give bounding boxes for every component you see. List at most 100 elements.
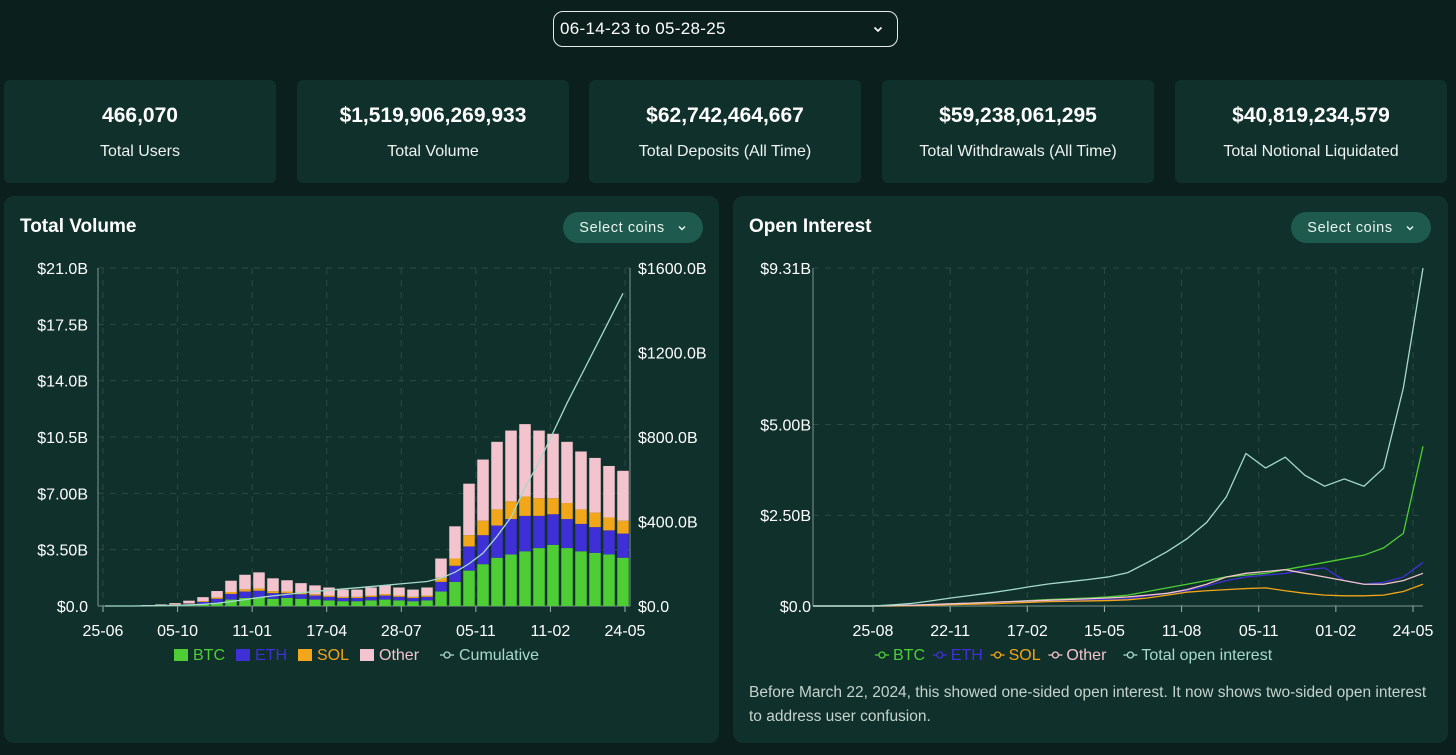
bar-other [547,433,559,499]
bar-eth [589,527,601,553]
bar-btc [379,599,391,606]
x-tick-label: 05-11 [456,623,496,640]
bar-other [449,526,461,559]
date-range-select[interactable]: 06-14-23 to 05-28-25 [553,11,898,47]
bar-eth [295,594,307,599]
bar-sol [407,596,419,598]
y-tick-label: $3.50B [37,543,88,560]
bar-btc [421,600,433,606]
bar-sol [477,520,489,536]
y-tick-label: $17.5B [37,317,88,334]
bar-btc [267,598,279,606]
bar-eth [575,523,587,552]
legend-label: SOL [1009,647,1041,664]
select-coins-label: Select coins [579,219,665,236]
bar-btc [505,554,517,606]
legend-label: BTC [193,647,225,664]
bar-other [505,430,517,502]
bar-sol [379,594,391,596]
stat-value: $1,519,906,269,933 [339,104,527,127]
bar-btc [407,601,419,606]
x-tick-label: 17-02 [1007,623,1048,640]
stat-value: $40,819,234,579 [1232,104,1390,127]
bar-sol [575,509,587,524]
bar-eth [281,593,293,598]
bar-btc [309,599,321,606]
stat-card-total-withdrawals: $59,238,061,295 Total Withdrawals (All T… [882,80,1154,183]
bar-other [337,589,349,597]
bar-other [197,597,209,602]
stat-label: Total Volume [387,143,479,160]
legend-label: Other [1066,647,1107,664]
stat-card-total-users: 466,070 Total Users [4,80,276,183]
bar-btc [589,552,601,606]
x-tick-label: 17-04 [306,623,347,640]
y-tick-label: $0.0 [780,599,811,616]
bar-sol [533,498,545,516]
legend-label: BTC [893,647,925,664]
x-tick-label: 05-10 [157,623,198,640]
oi-select-coins-button[interactable]: Select coins [1291,212,1431,243]
bar-other [225,580,237,592]
stat-value: $59,238,061,295 [939,104,1097,127]
x-tick-label: 28-07 [381,623,422,640]
y-tick-label: $10.5B [37,430,88,447]
x-tick-label: 24-05 [1393,623,1434,640]
bar-other [463,483,475,536]
bar-btc [337,601,349,606]
legend-dot-other [1051,651,1060,659]
bar-sol [365,595,377,597]
y2-tick-label: $1600.0B [638,261,707,278]
y2-tick-label: $400.0B [638,515,698,532]
bar-sol [393,595,405,597]
bar-sol [505,501,517,520]
open-interest-panel: Open Interest Select coins $0.0 $2.50B $5.… [733,196,1448,743]
bar-sol [337,596,349,598]
date-range-label: 06-14-23 to 05-28-25 [560,19,726,38]
bar-sol [351,596,363,598]
bar-eth [337,597,349,602]
bar-btc [197,604,209,606]
legend-swatch-btc [174,649,188,661]
legend-swatch-eth [236,649,250,661]
bar-other [561,441,573,503]
bar-eth [505,519,517,555]
bar-btc [323,600,335,606]
bar-other [351,589,363,597]
bar-sol [197,601,209,602]
bar-sol [211,597,223,599]
bar-eth [197,601,209,605]
y-tick-label: $0.0 [57,599,88,616]
volume-title: Total Volume [20,216,137,237]
bar-btc [575,551,587,606]
bar-sol [519,496,531,516]
bar-btc [617,557,629,606]
stat-label: Total Deposits (All Time) [638,143,812,160]
stat-label: Total Notional Liquidated [1223,143,1399,160]
bar-eth [519,515,531,552]
open-interest-chart: $0.0 $2.50B $5.00B $9.31B 25-08 22-11 17-02 15-… [760,261,1434,664]
bar-other [211,591,223,598]
bar-btc [253,597,265,606]
bar-eth [603,530,615,555]
bar-btc [449,581,461,606]
bar-btc [533,548,545,606]
legend-dot-cumulative [443,651,451,659]
bar-other [435,558,447,578]
line-eth [813,561,1424,607]
bar-btc [239,597,251,606]
legend-swatch-other [360,649,374,661]
bar-sol [491,509,503,526]
x-tick-label: 05-11 [1239,623,1279,640]
bar-eth [253,590,265,598]
volume-select-coins-button[interactable]: Select coins [563,212,703,243]
legend-label: Cumulative [459,647,539,664]
bar-sol [449,558,461,566]
bar-other [393,587,405,596]
bar-sol [239,589,251,592]
legend-label: Total open interest [1141,647,1272,664]
bar-btc [435,591,447,606]
x-tick-label: 22-11 [930,623,970,640]
bar-other [169,603,181,605]
bar-eth [323,596,335,601]
